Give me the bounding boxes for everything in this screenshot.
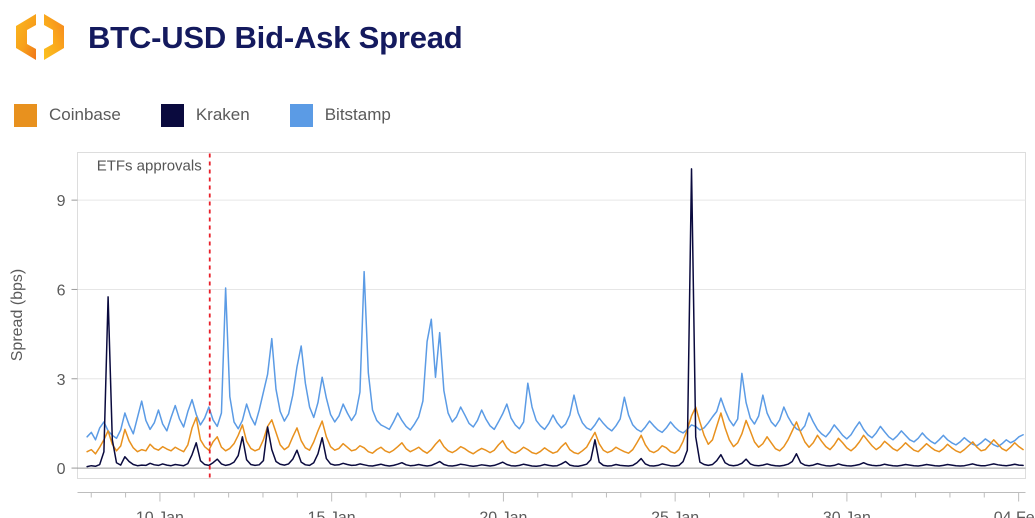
annotation-layer: ETFs approvals <box>97 153 211 478</box>
legend-swatch-coinbase <box>14 103 37 127</box>
legend-item-bitstamp[interactable]: Bitstamp <box>289 103 391 127</box>
x-axis: 10 Jan 15 Jan 20 Jan 25 Jan 30 Jan 04 Feb <box>77 492 1035 518</box>
split-hexagon-logo-icon <box>12 12 68 62</box>
series-line-kraken <box>86 168 1024 468</box>
legend-label-coinbase: Coinbase <box>49 105 121 124</box>
x-tick-label: 25 Jan <box>651 510 699 518</box>
chart-legend: Coinbase Kraken Bitstamp <box>14 102 431 128</box>
y-tick-label: 9 <box>57 193 66 210</box>
series-line-coinbase <box>86 406 1024 455</box>
chart-container: 0 3 6 9 10 Jan 15 Jan 20 Jan 25 Jan 30 Jan 04 Fe… <box>0 140 1035 518</box>
annotation-label: ETFs approvals <box>97 158 202 175</box>
series-layer <box>86 168 1024 468</box>
x-tick-label: 15 Jan <box>308 510 356 518</box>
page-header: BTC-USD Bid-Ask Spread <box>0 0 1035 88</box>
legend-item-kraken[interactable]: Kraken <box>160 103 250 127</box>
x-tick-label: 10 Jan <box>136 510 184 518</box>
y-tick-label: 3 <box>57 372 66 389</box>
legend-label-kraken: Kraken <box>195 105 250 124</box>
page-title: BTC-USD Bid-Ask Spread <box>88 20 463 55</box>
y-tick-label: 6 <box>57 282 66 299</box>
x-tick-label: 04 Feb <box>994 510 1035 518</box>
y-axis-ticks: 0 3 6 9 <box>57 193 78 478</box>
line-chart: 0 3 6 9 10 Jan 15 Jan 20 Jan 25 Jan 30 Jan 04 Fe… <box>9 152 1035 518</box>
legend-label-bitstamp: Bitstamp <box>324 105 391 124</box>
x-tick-label: 20 Jan <box>479 510 527 518</box>
series-line-bitstamp <box>86 270 1024 448</box>
y-gridlines <box>77 199 1026 469</box>
y-tick-label: 0 <box>57 461 66 478</box>
y-axis-title: Spread (bps) <box>9 269 26 362</box>
legend-swatch-kraken <box>160 103 184 127</box>
legend-swatch-bitstamp <box>289 103 313 127</box>
x-tick-label: 30 Jan <box>823 510 871 518</box>
legend-item-coinbase[interactable]: Coinbase <box>14 103 121 127</box>
